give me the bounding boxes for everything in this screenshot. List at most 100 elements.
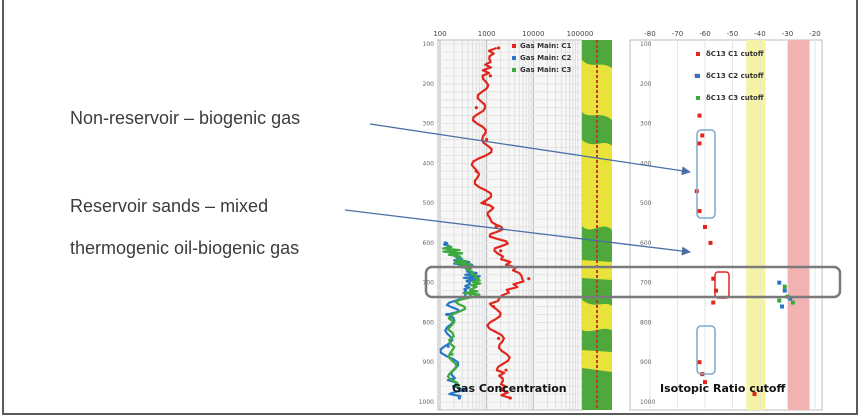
gas-data-point [496,46,501,50]
gas-data-point [445,312,449,317]
upper-cluster-box [696,129,716,219]
isotope-x-tick-label: -50 [727,30,738,38]
gas-y-tick-label: 400 [423,160,435,167]
isotope-y-tick-label: 800 [640,319,652,326]
isotope-y-tick-label: 300 [640,121,652,128]
cutoff-band [746,40,766,410]
lithology-track [582,40,612,410]
gas-data-point [460,261,464,265]
gas-data-point [450,352,454,356]
isotope-legend-swatch [696,74,700,78]
gas-y-tick-label: 500 [423,200,435,207]
gas-data-point [496,336,501,340]
gas-y-ticks: 100 200 300 400 500 600 700 800 900 1000 [419,41,434,406]
gas-data-point [474,169,478,173]
gas-x-ticks: 100 1000 10000 100000 [433,30,593,38]
isotope-point [714,288,718,293]
gas-y-tick-label: 1000 [419,399,434,406]
isotope-point [711,276,716,281]
isotope-x-tick-label: -40 [754,30,765,38]
isotope-point [697,209,702,214]
isotope-y-tick-label: 200 [640,81,652,88]
gas-data-point [446,245,450,249]
arrow-reservoir [344,209,691,256]
isotope-y-tick-label: 700 [640,280,652,287]
gas-x-tick-label: 1000 [478,30,496,38]
isotope-x-tick-label: -60 [699,30,710,38]
isotope-legend-swatch [696,96,700,100]
gas-data-point [491,304,496,309]
gas-data-point [504,368,508,372]
isotope-point [788,296,793,301]
gas-y-tick-label: 900 [423,359,435,366]
gas-legend: Gas Main: C1 Gas Main: C2 Gas Main: C3 [512,42,572,74]
annotation-non-reservoir: Non-reservoir – biogenic gas [70,108,301,128]
gas-data-point [443,241,447,245]
isotope-point [711,300,716,305]
gas-x-tick-label: 100000 [567,30,594,38]
isotope-point [752,392,757,397]
isotope-y-ticks: 100 200 300 400 500 600 700 800 900 1000 [640,41,655,406]
isotope-point [708,240,713,245]
gas-panel-title: Gas Concentration [452,382,567,395]
gas-y-tick-label: 200 [423,81,435,88]
gas-y-tick-label: 600 [423,240,435,247]
gas-data-point [463,289,467,293]
isotope-point [697,113,702,118]
isotope-y-tick-label: 100 [640,41,652,48]
isotope-legend-label: δC13 C3 cutoff [706,94,764,102]
cutoff-bands [746,40,810,410]
gas-series-line [441,245,482,387]
annotation-reservoir-line1: Reservoir sands – mixed [70,196,269,216]
cutoff-band [787,40,810,410]
gas-y-tick-label: 800 [423,319,435,326]
gas-gridlines [438,40,582,410]
gas-legend-swatch [512,56,516,60]
gas-data-point [457,396,461,400]
lower-cluster-box [696,325,716,375]
gas-legend-label: Gas Main: C3 [520,66,572,74]
isotope-x-tick-label: -80 [644,30,655,38]
gas-x-tick-label: 100 [433,30,446,38]
gas-data-point [488,74,492,78]
gas-data-point [446,344,450,348]
isotope-x-tick-label: -30 [782,30,793,38]
gas-y-tick-label: 100 [423,41,435,48]
gas-legend-label: Gas Main: C2 [520,54,572,62]
gas-data-point [482,201,487,205]
isotope-y-tick-label: 900 [640,359,652,366]
gas-data-point [485,137,489,142]
isotope-legend-label: δC13 C2 cutoff [706,72,764,80]
isotope-y-tick-label: 400 [640,160,652,167]
gas-data-point [476,277,480,281]
isotope-point [782,284,787,289]
isotope-legend: δC13 C1 cutoff δC13 C2 cutoff δC13 C3 cuto… [696,50,764,102]
isotope-point [780,304,784,309]
isotope-x-tick-label: -20 [809,30,820,38]
isotope-point [697,141,702,146]
reservoir-zone-box [424,265,842,299]
isotope-legend-swatch [696,52,700,56]
gas-data-point [456,384,460,388]
gas-data-point [449,316,453,321]
isotope-point [777,280,782,285]
gas-legend-swatch [512,68,516,72]
gas-legend-label: Gas Main: C1 [520,42,572,50]
isotope-point [697,360,702,365]
gas-legend-swatch [512,44,516,48]
isotope-y-tick-label: 1000 [640,399,655,406]
gas-data-point [468,293,473,297]
isotope-x-ticks: -80 -70 -60 -50 -40 -30 -20 [644,30,820,38]
gas-series [439,46,531,400]
isotope-point [703,224,707,229]
isotope-y-tick-label: 600 [640,240,652,247]
gas-y-tick-label: 700 [423,280,435,287]
gas-x-tick-label: 10000 [522,30,544,38]
isotope-x-tick-label: -70 [672,30,683,38]
gas-data-point [452,376,456,380]
gas-y-tick-label: 300 [423,121,435,128]
isotope-point [791,300,795,305]
annotation-reservoir-line2: thermogenic oil-biogenic gas [70,238,300,258]
isotope-point [703,380,707,385]
